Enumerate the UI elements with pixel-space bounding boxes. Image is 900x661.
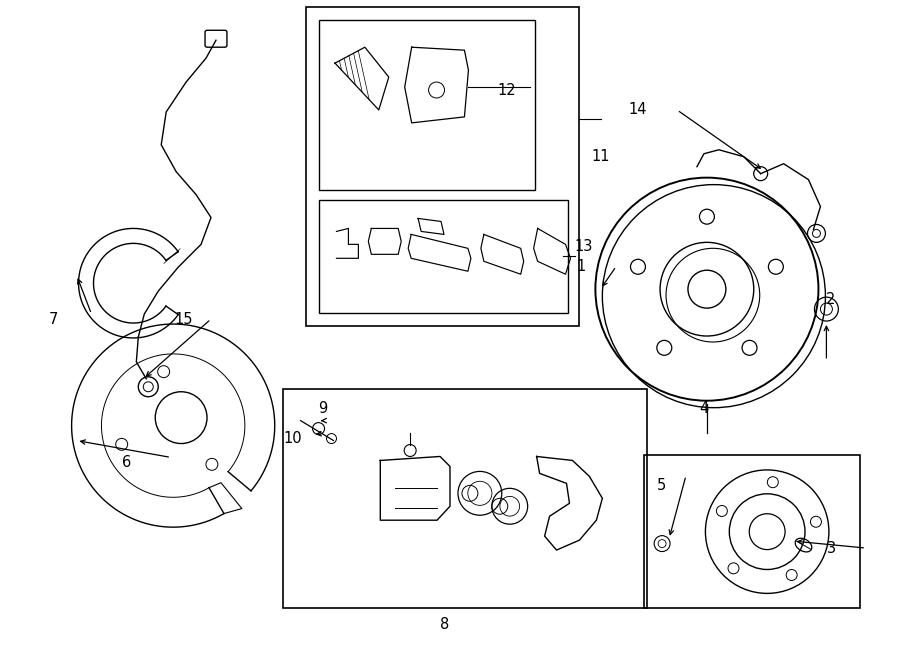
Text: 15: 15 <box>175 311 194 327</box>
Text: 4: 4 <box>699 401 708 416</box>
Text: 9: 9 <box>318 401 328 416</box>
Text: 5: 5 <box>656 478 666 493</box>
Bar <box>283 389 647 608</box>
Text: 14: 14 <box>629 102 647 118</box>
Bar <box>319 20 535 190</box>
Text: 7: 7 <box>49 311 58 327</box>
Text: 10: 10 <box>284 431 302 446</box>
Bar <box>644 455 860 608</box>
Bar <box>306 7 580 326</box>
Text: 6: 6 <box>122 455 131 470</box>
Text: 3: 3 <box>827 541 836 556</box>
Text: 11: 11 <box>591 149 610 164</box>
Bar <box>319 200 568 313</box>
Text: 12: 12 <box>498 83 517 98</box>
Text: 1: 1 <box>577 258 586 274</box>
Text: 8: 8 <box>440 617 450 633</box>
Text: 2: 2 <box>825 292 835 307</box>
Text: 13: 13 <box>574 239 593 254</box>
